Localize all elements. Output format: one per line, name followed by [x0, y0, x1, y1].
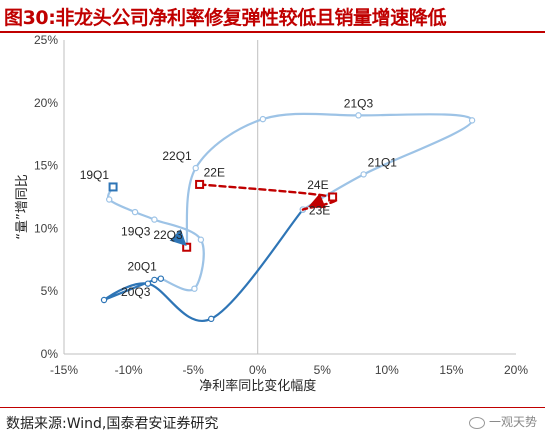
x-tick-label: 5%	[314, 363, 332, 377]
x-tick-label: 20%	[504, 363, 528, 377]
data-point	[208, 315, 215, 323]
data-point	[197, 236, 205, 243]
title-underline	[0, 31, 545, 33]
point-label: 22Q3	[153, 228, 183, 242]
direction-arrow	[308, 193, 326, 209]
point-label: 24E	[307, 178, 328, 192]
point-marker	[182, 242, 192, 252]
chart-area: 0% 5% 10% 15% 20% 25% -15% -10% -5% 0% 5% 10% 15% 20%…	[15, 34, 528, 394]
point-marker	[195, 179, 205, 189]
data-point	[105, 196, 113, 203]
point-label: 19Q1	[80, 168, 110, 182]
title-bar: 图30:非龙头公司净利率修复弹性较低且销量增速降低	[0, 0, 545, 33]
data-point	[259, 115, 267, 123]
source-divider	[0, 407, 545, 408]
x-axis-label: 净利率同比变化幅度	[199, 378, 316, 394]
point-label: 22E	[204, 165, 225, 179]
data-point	[157, 275, 165, 282]
y-tick-label: 25%	[34, 34, 58, 47]
watermark: 一观天势	[468, 413, 537, 430]
direction-arrow	[169, 229, 187, 246]
x-tick-label: 0%	[249, 363, 267, 377]
y-tick-label: 0%	[41, 347, 59, 361]
point-marker	[108, 182, 118, 192]
point-label: 19Q3	[121, 225, 151, 239]
point-label: 21Q3	[344, 96, 374, 110]
y-tick-label: 15%	[34, 159, 58, 173]
x-tick-label: -5%	[182, 363, 204, 377]
data-point	[131, 208, 139, 216]
point-label: 21Q1	[368, 155, 398, 169]
data-point	[144, 280, 152, 287]
data-point	[468, 117, 476, 124]
watermark-text: 一观天势	[488, 415, 537, 429]
point-marker	[328, 192, 338, 202]
data-point	[360, 171, 367, 178]
point-label: 20Q1	[127, 260, 157, 274]
x-tick-label: -10%	[115, 363, 143, 377]
data-point	[191, 285, 198, 292]
wechat-icon	[468, 416, 485, 429]
x-tick-label: -15%	[50, 363, 78, 377]
x-tick-label: 10%	[375, 363, 399, 377]
x-tick-label: 15%	[439, 363, 463, 377]
data-point	[355, 112, 362, 119]
y-axis-label: “量”增同比	[15, 174, 30, 239]
y-tick-label: 5%	[41, 284, 59, 298]
y-tick-label: 20%	[34, 96, 58, 110]
chart-title: 图30:非龙头公司净利率修复弹性较低且销量增速降低	[4, 7, 447, 29]
point-label: 20Q3	[121, 285, 151, 299]
data-point	[151, 216, 158, 223]
y-tick-label: 10%	[34, 221, 58, 235]
data-point	[151, 276, 158, 284]
data-point	[192, 164, 199, 172]
point-label: 23E	[309, 204, 330, 218]
data-point	[100, 296, 108, 304]
source-note: 数据来源:Wind,国泰君安证券研究	[6, 416, 219, 432]
series-line-2	[185, 112, 474, 249]
point-label: 22Q1	[162, 149, 192, 163]
